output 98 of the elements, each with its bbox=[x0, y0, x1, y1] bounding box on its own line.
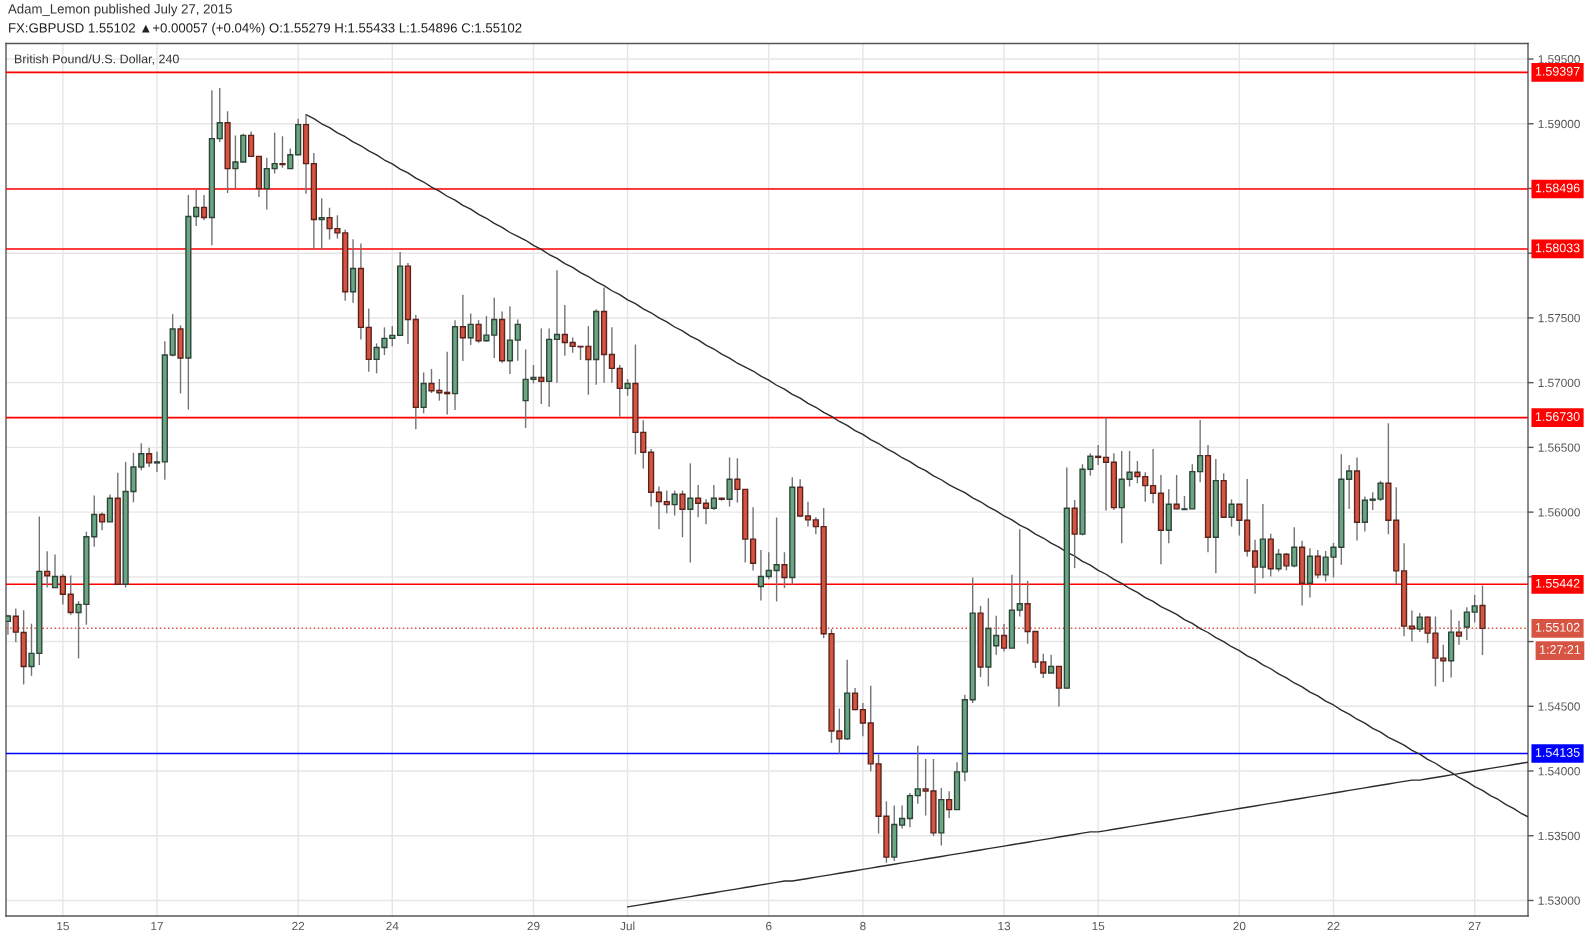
candlestick bbox=[247, 130, 255, 158]
candlestick bbox=[475, 319, 482, 344]
candlestick bbox=[757, 549, 765, 602]
ref-line-label: 1.58496 bbox=[1535, 183, 1580, 193]
candlestick bbox=[679, 489, 686, 538]
x-tick-label: 13 bbox=[998, 921, 1011, 931]
chart-subtitle: FX:GBPUSD 1.55102 ▲+0.00057 (+0.04%) O:1.55279 H:1.55433 L:1.54896 C:1.55102 bbox=[9, 22, 522, 36]
candlestick bbox=[1055, 665, 1063, 708]
candlestick bbox=[146, 447, 153, 468]
y-tick-label: 1.59500 bbox=[1538, 55, 1580, 64]
y-tick-label: 1.54500 bbox=[1538, 702, 1580, 711]
ref-line-label: 1.56730 bbox=[1535, 412, 1580, 421]
y-tick-label: 1.57500 bbox=[1538, 313, 1580, 323]
candlestick bbox=[561, 304, 568, 357]
candlestick bbox=[726, 456, 733, 508]
candlestick bbox=[193, 189, 200, 227]
y-tick-label: 1.59000 bbox=[1538, 119, 1580, 129]
x-tick-label: 24 bbox=[386, 921, 399, 931]
text: British Pound/U.S. Dollar, 240 bbox=[15, 54, 179, 65]
candlestick bbox=[467, 312, 474, 346]
candlestick bbox=[287, 147, 294, 170]
candlestick bbox=[279, 135, 286, 169]
candlestick bbox=[1463, 606, 1470, 641]
y-tick-label: 1.53000 bbox=[1538, 896, 1580, 905]
candlestick bbox=[1016, 528, 1023, 618]
candlestick bbox=[906, 792, 914, 828]
candlestick bbox=[553, 269, 561, 384]
text: Adam_Lemon published July 27, 2015 bbox=[8, 3, 232, 17]
candlestick bbox=[538, 327, 545, 405]
candlestick bbox=[1095, 444, 1102, 466]
candlestick bbox=[67, 574, 74, 616]
y-tick-label: 1.56500 bbox=[1538, 443, 1580, 452]
candlestick bbox=[200, 194, 208, 221]
ref-line-label: 1.54135 bbox=[1535, 748, 1580, 757]
candlestick bbox=[1102, 416, 1110, 512]
candlestick bbox=[506, 305, 514, 375]
text: 1:27:21 bbox=[1540, 645, 1581, 654]
candlestick bbox=[1197, 419, 1204, 484]
candlestick bbox=[271, 131, 278, 175]
candlestick bbox=[710, 484, 717, 511]
y-tick-label: 1.56000 bbox=[1538, 508, 1580, 517]
ref-line-label: 1.55442 bbox=[1535, 578, 1580, 588]
x-tick-label: 17 bbox=[151, 921, 163, 931]
candlestick bbox=[1471, 594, 1478, 624]
candlestick bbox=[663, 489, 670, 514]
candlestick bbox=[781, 551, 788, 589]
x-tick-label: 22 bbox=[292, 921, 305, 931]
x-tick-label: 8 bbox=[860, 921, 866, 931]
candlestick bbox=[898, 804, 906, 830]
candlestick bbox=[1251, 539, 1259, 595]
candlestick bbox=[263, 156, 270, 211]
candlestick bbox=[420, 371, 427, 415]
ref-line-label: 1.59397 bbox=[1535, 66, 1580, 76]
candlestick bbox=[106, 493, 114, 523]
candlestick bbox=[671, 489, 678, 517]
candlestick bbox=[1416, 612, 1423, 633]
x-tick-label: 20 bbox=[1233, 921, 1246, 931]
x-tick-label: Jul bbox=[620, 921, 635, 931]
candlestick bbox=[318, 197, 325, 251]
x-tick-label: 29 bbox=[527, 921, 540, 931]
ref-line-label: 1.55102 bbox=[1535, 622, 1580, 632]
x-tick-label: 27 bbox=[1468, 921, 1481, 931]
candlestick bbox=[153, 451, 161, 473]
candlestick bbox=[1149, 448, 1157, 505]
x-tick-label: 6 bbox=[766, 921, 772, 931]
candlestick bbox=[59, 573, 66, 606]
candlestick bbox=[1314, 549, 1321, 579]
candlestick bbox=[51, 553, 59, 589]
candlestick bbox=[859, 702, 867, 738]
candlestick bbox=[804, 500, 812, 528]
candlestick bbox=[1479, 584, 1486, 656]
x-tick-label: 15 bbox=[57, 921, 69, 931]
x-tick-label: 15 bbox=[1092, 921, 1105, 931]
candlestick bbox=[1361, 495, 1368, 533]
y-tick-label: 1.57000 bbox=[1538, 378, 1580, 388]
candlestick bbox=[1346, 464, 1353, 510]
candlestick bbox=[695, 484, 702, 518]
candlestick bbox=[1228, 498, 1235, 528]
candlestick bbox=[349, 238, 357, 304]
candlestick bbox=[914, 744, 921, 805]
candlestick bbox=[608, 326, 616, 384]
candlestick bbox=[514, 318, 521, 362]
candlestick bbox=[1047, 654, 1055, 674]
ref-line-label: 1.58033 bbox=[1535, 243, 1580, 253]
x-tick-label: 22 bbox=[1327, 921, 1340, 931]
candlestick bbox=[216, 87, 223, 143]
candlestick bbox=[1236, 503, 1243, 537]
candlestick bbox=[655, 485, 663, 530]
candlestick bbox=[1291, 526, 1298, 568]
candlestick bbox=[702, 498, 710, 525]
y-tick-label: 1.54000 bbox=[1538, 767, 1580, 776]
y-tick-label: 1.53500 bbox=[1538, 831, 1580, 841]
candlestick bbox=[946, 790, 953, 819]
candlestick bbox=[459, 293, 467, 362]
candlestick bbox=[687, 462, 694, 564]
candlestick bbox=[1275, 548, 1282, 573]
candlestick bbox=[1173, 474, 1180, 510]
candlestick bbox=[616, 364, 623, 418]
